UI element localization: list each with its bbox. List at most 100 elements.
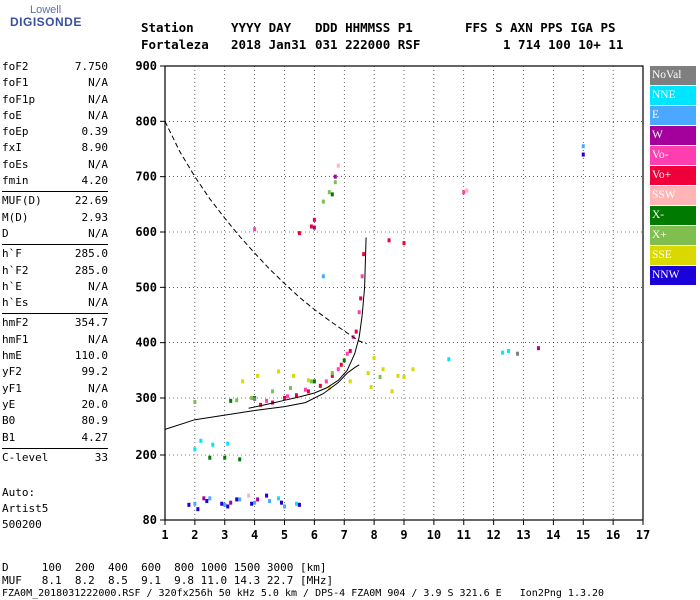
x-tick-label: 9: [400, 528, 407, 542]
data-point-nnw: [297, 502, 301, 507]
param-row-b1: B1 4.27: [2, 431, 108, 447]
parameter-separator: [2, 244, 108, 246]
param-row-muf-d-: MUF(D) 22.69: [2, 194, 108, 210]
x-tick-label: 10: [427, 528, 441, 542]
param-row-h-es: h`Es N/A: [2, 296, 108, 312]
param-row-b0: B0 80.9: [2, 414, 108, 430]
param-name: B1: [2, 430, 16, 444]
data-point-nne: [226, 441, 230, 446]
y-tick-label: 80: [143, 513, 157, 527]
param-name: foF1: [2, 76, 29, 90]
y-tick-label: 900: [135, 59, 157, 73]
data-point-vo-: [357, 310, 361, 315]
x-tick-label: 11: [457, 528, 471, 542]
footer-file-info: FZA0M_2018031222000.RSF / 320fx256h 50 k…: [2, 588, 605, 599]
x-tick-label: 8: [371, 528, 378, 542]
param-row-fof1p: foF1p N/A: [2, 93, 108, 109]
data-point-vo-: [259, 402, 263, 407]
parameter-separator: [2, 191, 108, 193]
header-station-value: Fortaleza: [141, 37, 209, 52]
parameter-separator: [2, 313, 108, 315]
param-value: N/A: [88, 108, 108, 122]
param-name: foF1p: [2, 92, 36, 106]
data-point-e: [238, 497, 242, 502]
param-row-fof2: foF2 7.750: [2, 60, 108, 76]
param-row-yf2: yF2 99.2: [2, 365, 108, 381]
data-point-sse: [256, 373, 260, 378]
data-point-w: [312, 225, 316, 230]
x-tick-label: 2: [191, 528, 198, 542]
data-point-sse: [277, 369, 281, 374]
param-name: M(D): [2, 210, 29, 224]
legend-item-x-: X-: [650, 205, 696, 226]
param-name: B0: [2, 414, 16, 428]
param-value: N/A: [88, 92, 108, 106]
data-point-vo-: [387, 238, 391, 243]
data-point-x-: [238, 457, 242, 462]
data-point-vo-: [309, 224, 313, 229]
legend-item-w: W: [650, 125, 696, 146]
param-row-foes: foEs N/A: [2, 158, 108, 174]
data-point-vo-: [253, 227, 257, 232]
param-name: fmin: [2, 174, 29, 188]
data-point-x-: [342, 358, 346, 363]
data-point-x-: [330, 371, 334, 376]
data-point-x-: [378, 374, 382, 379]
data-point-sse: [390, 389, 394, 394]
data-point-x-: [288, 386, 292, 391]
header-date-label: YYYY DAY: [231, 20, 292, 35]
param-row-fxi: fxI 8.90: [2, 141, 108, 157]
auto-code: 500200: [2, 518, 42, 531]
data-point-nne: [447, 357, 451, 362]
param-value: 285.0: [74, 263, 108, 277]
param-name: foF2: [2, 60, 29, 73]
legend-item-noval: NoVal: [650, 66, 696, 86]
data-point-x-: [309, 379, 313, 384]
x-tick-label: 6: [311, 528, 318, 542]
param-value: N/A: [88, 381, 108, 395]
legend: NoVal NNE E W Vo- Vo+ SSW X- X+ SSE NNW: [650, 66, 696, 286]
footer-muf-row: MUF 8.1 8.2 8.5 9.1 9.8 11.0 14.3 22.7 […: [2, 574, 334, 587]
data-point-w: [202, 496, 206, 501]
data-point-vo-: [303, 387, 307, 392]
data-point-nnw: [250, 501, 254, 506]
param-value: 354.7: [74, 316, 108, 330]
data-point-ssw: [247, 493, 251, 498]
param-value: N/A: [88, 226, 108, 240]
header-ffs-label: FFS S AXN PPS IGA PS: [465, 20, 616, 35]
data-point-e: [223, 502, 227, 507]
header-day-value: 031 222000 RSF: [315, 37, 421, 52]
data-point-e: [283, 504, 286, 509]
footer-distance-row: D 100 200 400 600 800 1000 1500 3000 [km…: [2, 561, 327, 574]
data-point-e: [321, 274, 325, 279]
data-point-vo-: [354, 329, 358, 334]
param-value: 22.69: [74, 194, 108, 208]
param-value: 285.0: [74, 247, 108, 261]
param-name: D: [2, 226, 9, 240]
logo-digisonde: DIGISONDE: [10, 15, 82, 29]
y-tick-label: 200: [135, 448, 157, 462]
x-tick-label: 13: [516, 528, 530, 542]
data-point-x-: [193, 399, 197, 404]
y-tick-label: 400: [135, 336, 157, 350]
data-point-sse: [402, 374, 406, 379]
logo-lowell: Lowell: [30, 4, 62, 16]
x-tick-label: 1: [161, 528, 168, 542]
data-point-e: [581, 144, 585, 149]
data-point-sse: [396, 373, 400, 378]
legend-item-vo-: Vo-: [650, 145, 696, 166]
param-value: 110.0: [74, 349, 108, 363]
param-value: N/A: [88, 296, 108, 310]
autoscaling-info: Auto: Artist5 500200: [2, 485, 48, 533]
data-point-sse: [369, 384, 373, 389]
parameter-separator: [2, 447, 108, 449]
param-name: hmE: [2, 349, 22, 363]
y-tick-label: 300: [135, 391, 157, 405]
legend-item-vo-: Vo+: [650, 165, 696, 186]
data-point-noval: [253, 397, 257, 402]
x-tick-label: 14: [546, 528, 560, 542]
param-value: 33: [94, 450, 108, 464]
data-point-x-: [223, 455, 227, 460]
data-point-vo-: [359, 296, 363, 301]
data-point-x-: [229, 398, 233, 403]
